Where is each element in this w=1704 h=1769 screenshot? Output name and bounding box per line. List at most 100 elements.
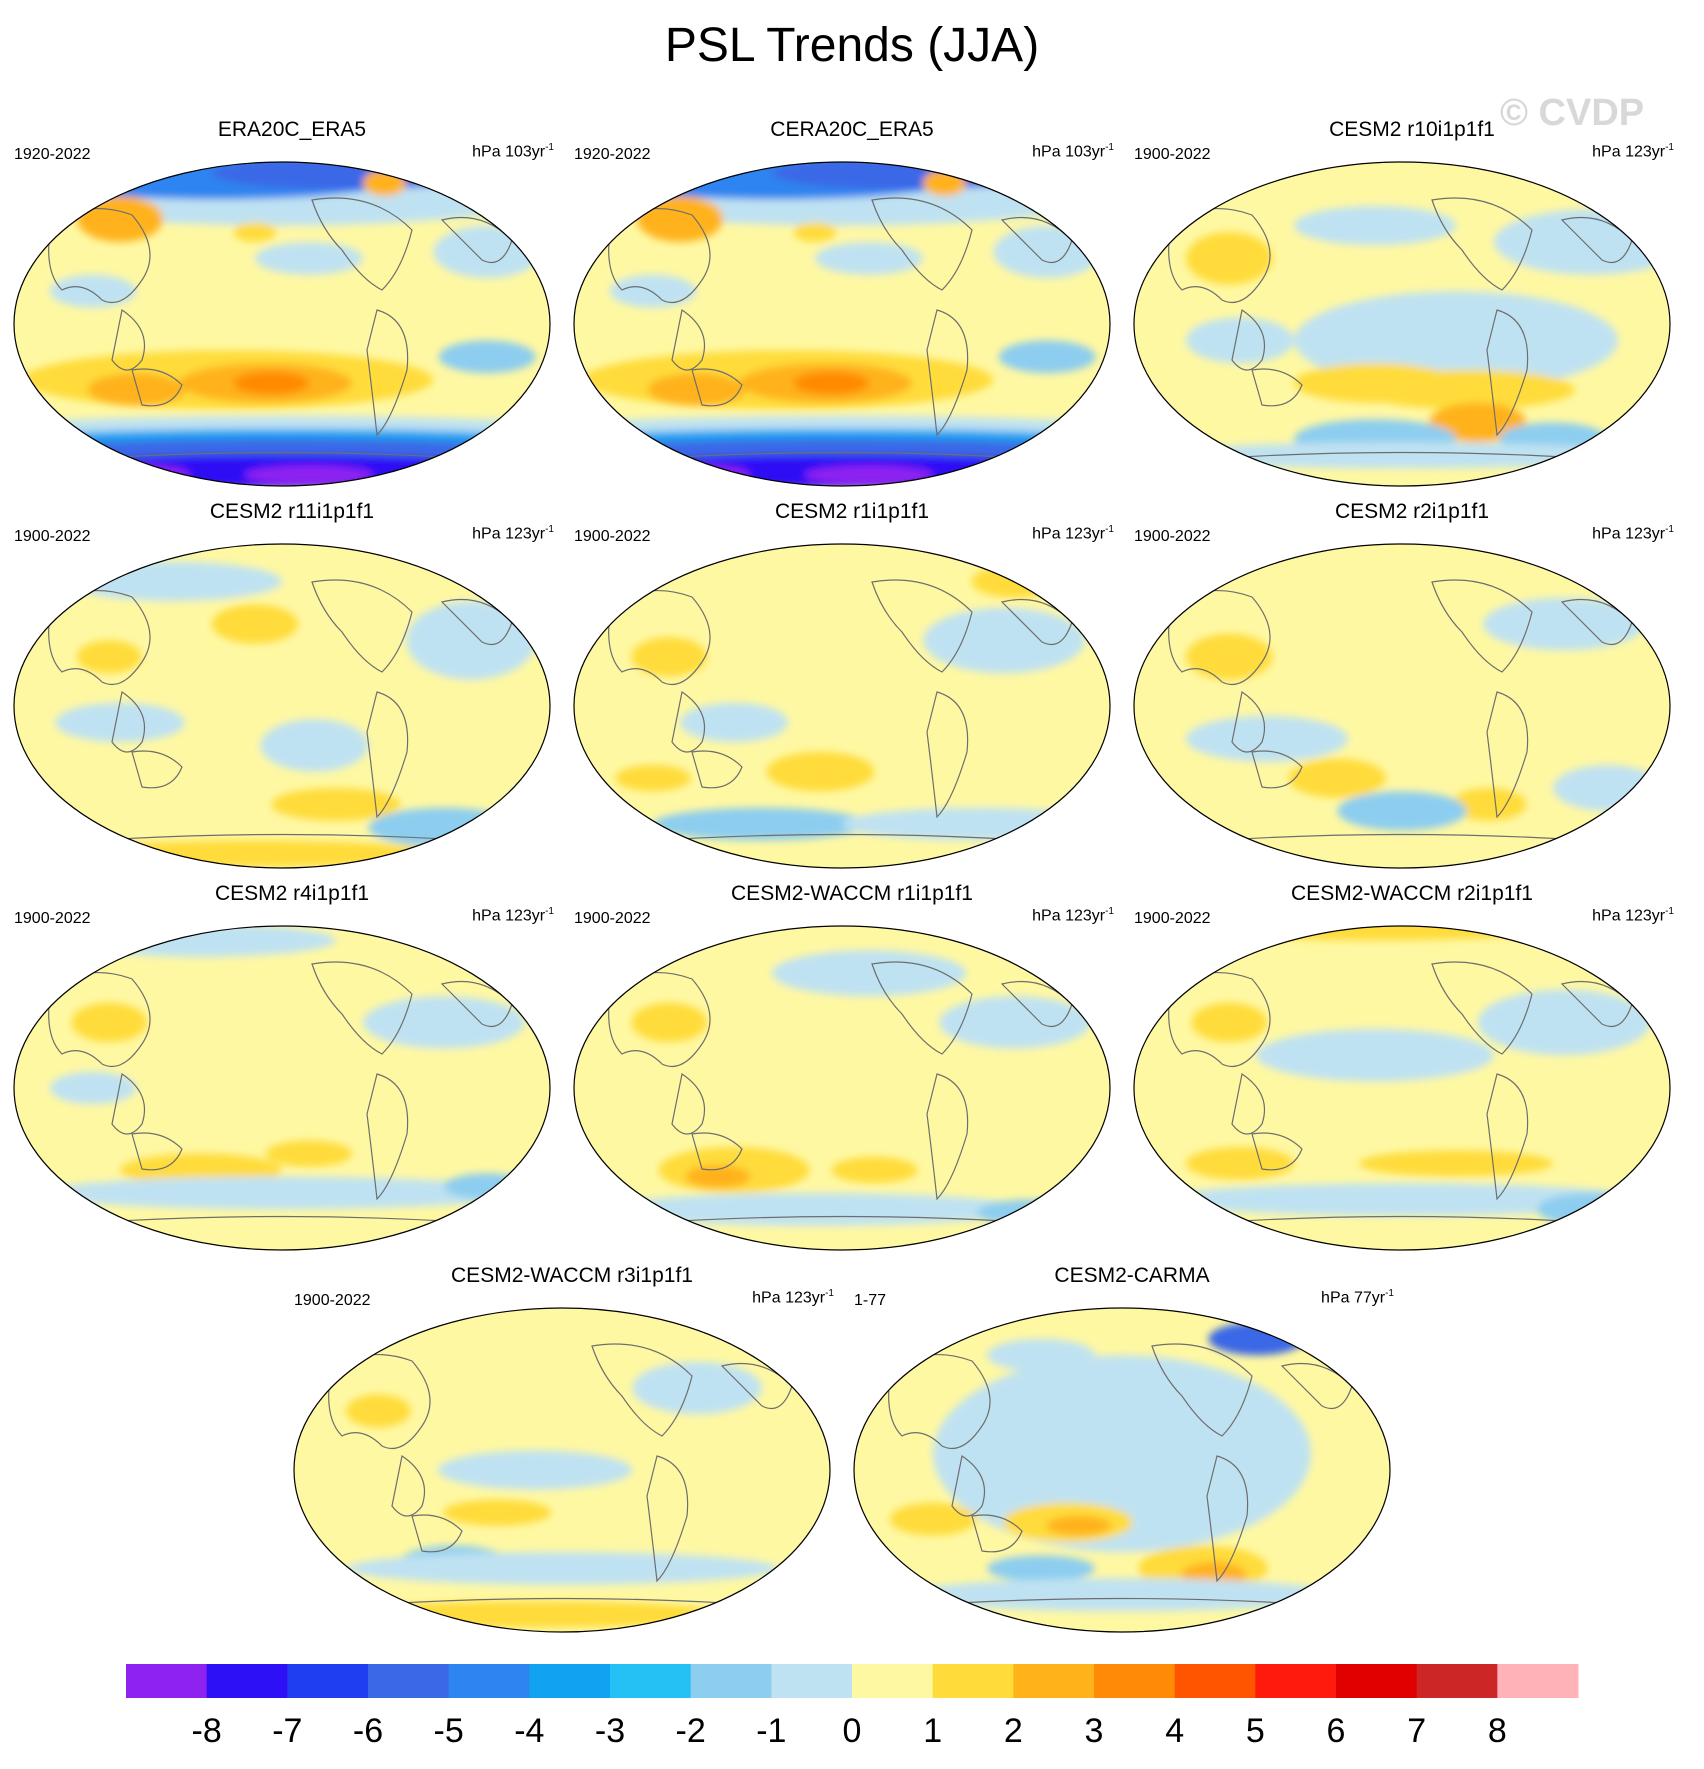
panel-units: hPa 77yr-1 bbox=[1321, 1288, 1394, 1307]
panel-title: CESM2 r1i1p1f1 bbox=[774, 500, 930, 523]
coastline bbox=[671, 309, 706, 371]
trend-region bbox=[793, 222, 837, 242]
map-panel: CESM2-WACCM r1i1p1f1 1900-2022 hPa 123yr-1 bbox=[572, 882, 1132, 1262]
panel-period: 1900-2022 bbox=[574, 910, 651, 927]
trend-region bbox=[39, 1176, 525, 1210]
colorbar-tick-label: -8 bbox=[192, 1712, 222, 1750]
trend-map bbox=[13, 925, 551, 1251]
colorbar-tick-label: -1 bbox=[756, 1712, 786, 1750]
panel-title: CESM2 r10i1p1f1 bbox=[1329, 118, 1495, 141]
colorbar-tick-label: -7 bbox=[272, 1712, 302, 1750]
trend-region bbox=[1553, 765, 1662, 811]
coastline bbox=[411, 1514, 463, 1553]
trend-region bbox=[1159, 442, 1645, 469]
trend-region bbox=[1256, 1028, 1494, 1082]
map-border bbox=[573, 161, 1111, 487]
colorbar-tick-label: -2 bbox=[676, 1712, 706, 1750]
trend-region bbox=[889, 1502, 977, 1536]
trend-region bbox=[663, 465, 751, 485]
trend-region bbox=[265, 1140, 353, 1167]
coastline bbox=[1151, 1343, 1253, 1437]
colorbar-box bbox=[1013, 1664, 1095, 1698]
trend-region bbox=[1186, 317, 1294, 364]
trend-region bbox=[211, 604, 299, 644]
coastline bbox=[111, 1073, 146, 1135]
trend-region bbox=[815, 242, 923, 275]
trend-region bbox=[685, 1165, 751, 1189]
trend-region bbox=[1477, 989, 1651, 1056]
trend-region bbox=[987, 1555, 1095, 1582]
panel-units: hPa 123yr-1 bbox=[1592, 524, 1674, 543]
coastline bbox=[366, 691, 409, 819]
trend-region bbox=[923, 607, 1085, 674]
colorbar-box bbox=[771, 1664, 853, 1698]
coastline bbox=[1231, 309, 1266, 371]
panel-title: CESM2 r4i1p1f1 bbox=[214, 882, 370, 905]
trend-region bbox=[260, 719, 369, 772]
colorbar-box bbox=[1174, 1664, 1256, 1698]
map-border bbox=[1133, 925, 1671, 1251]
colorbar-tick-label: -4 bbox=[514, 1712, 544, 1750]
trend-region bbox=[271, 788, 401, 821]
trend-region bbox=[87, 373, 185, 406]
coastline bbox=[1231, 691, 1266, 753]
trend-region bbox=[933, 1355, 1311, 1552]
cvdp-watermark: © CVDP bbox=[1500, 92, 1645, 134]
trend-region bbox=[1046, 1515, 1112, 1536]
page-title: PSL Trends (JJA) bbox=[664, 19, 1040, 72]
coastline bbox=[48, 972, 151, 1068]
trend-region bbox=[631, 1002, 707, 1043]
colorbar-tick-label: -3 bbox=[595, 1712, 625, 1750]
trend-region bbox=[987, 1338, 1095, 1372]
coastline bbox=[311, 961, 413, 1055]
trend-region bbox=[831, 1156, 918, 1184]
coastline bbox=[871, 197, 973, 291]
trend-region bbox=[346, 1552, 778, 1585]
map-border bbox=[13, 925, 551, 1251]
trend-map bbox=[853, 1307, 1391, 1633]
coastline bbox=[1231, 1073, 1266, 1135]
trend-map bbox=[1133, 543, 1671, 869]
trend-region bbox=[1450, 788, 1527, 821]
coastline bbox=[1486, 1073, 1529, 1201]
trend-map bbox=[573, 925, 1111, 1251]
panel-period: 1900-2022 bbox=[14, 910, 91, 927]
trend-region bbox=[66, 561, 282, 602]
colorbar-box bbox=[690, 1664, 772, 1698]
coastline bbox=[111, 309, 146, 371]
colorbar-tick-label: 6 bbox=[1327, 1712, 1346, 1750]
trend-map bbox=[293, 1307, 831, 1633]
trend-region bbox=[433, 225, 542, 279]
colorbar-box bbox=[448, 1664, 530, 1698]
colorbar-box bbox=[287, 1664, 369, 1698]
trend-map bbox=[573, 543, 1111, 869]
coastline bbox=[1486, 309, 1529, 437]
panel-title: CESM2-WACCM r3i1p1f1 bbox=[451, 1264, 693, 1287]
colorbar-box bbox=[1416, 1664, 1498, 1698]
trend-map bbox=[1133, 161, 1671, 487]
trend-region bbox=[103, 465, 191, 485]
trend-region bbox=[647, 373, 745, 406]
coastline bbox=[311, 579, 413, 673]
trend-region bbox=[998, 340, 1096, 374]
colorbar-tick-label: 3 bbox=[1085, 1712, 1104, 1750]
trend-region bbox=[906, 1578, 1338, 1612]
trend-region bbox=[1483, 597, 1645, 651]
coastline bbox=[971, 1514, 1023, 1553]
colorbar-tick-label: 8 bbox=[1488, 1712, 1507, 1750]
coastline bbox=[608, 972, 711, 1068]
trend-region bbox=[66, 840, 444, 867]
trend-region bbox=[680, 702, 788, 743]
colorbar-box bbox=[852, 1664, 934, 1698]
trend-map bbox=[13, 543, 551, 869]
colorbar-tick-label: -6 bbox=[353, 1712, 383, 1750]
map-panel: CESM2-WACCM r3i1p1f1 1900-2022 hPa 123yr-1 bbox=[292, 1264, 852, 1644]
trend-region bbox=[49, 274, 137, 308]
trend-region bbox=[76, 196, 164, 242]
trend-region bbox=[437, 1450, 633, 1490]
coastline bbox=[366, 309, 409, 437]
coastline bbox=[366, 1073, 409, 1201]
coastline bbox=[48, 208, 151, 304]
colorbar-tick-label: 4 bbox=[1165, 1712, 1184, 1750]
trend-region bbox=[255, 242, 363, 275]
